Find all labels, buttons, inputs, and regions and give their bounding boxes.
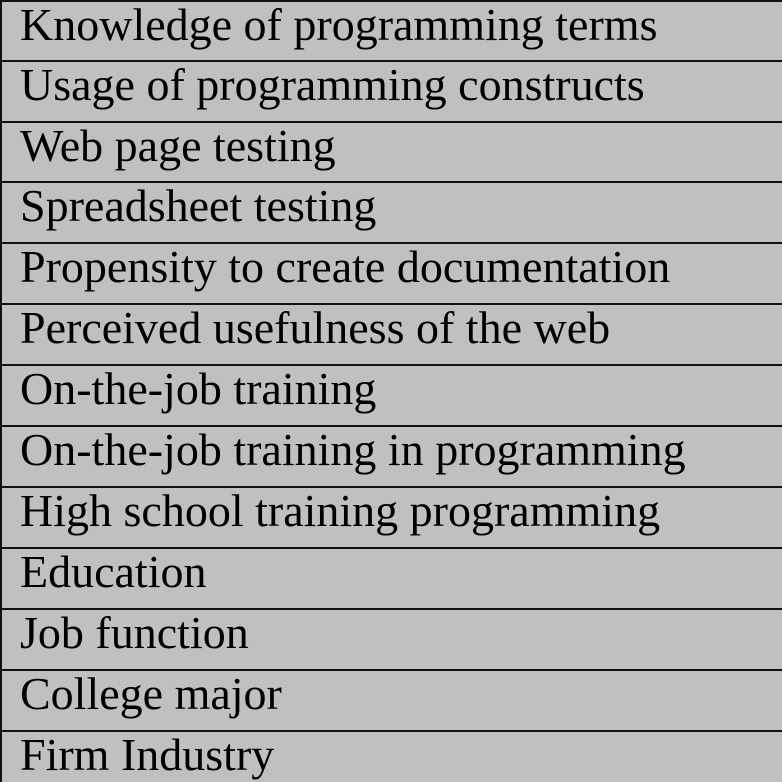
variable-label: High school training programming — [20, 485, 661, 536]
table-row: Usage of programming constructs — [2, 59, 782, 121]
variable-label: Propensity to create documentation — [20, 241, 671, 292]
variable-label: Spreadsheet testing — [20, 180, 377, 231]
variable-label: College major — [20, 668, 282, 719]
variable-label: Usage of programming constructs — [20, 59, 645, 110]
table-row: Knowledge of programming terms — [2, 0, 782, 61]
table-row: On-the-job training in programming — [2, 424, 782, 486]
variable-label: Perceived usefulness of the web — [20, 302, 611, 353]
table-row: Job function — [2, 607, 782, 669]
table-row: On-the-job training — [2, 363, 782, 425]
table-row: Education — [2, 546, 782, 608]
table-row: Propensity to create documentation — [2, 241, 782, 303]
variable-label: Education — [20, 546, 207, 597]
variable-label: Firm Industry — [20, 729, 275, 780]
table-row: College major — [2, 668, 782, 730]
variable-label: Web page testing — [20, 120, 336, 171]
variable-label: On-the-job training in programming — [20, 424, 686, 475]
table-row: Perceived usefulness of the web — [2, 302, 782, 364]
variable-label: Knowledge of programming terms — [20, 0, 658, 50]
table-row: Firm Industry — [2, 729, 782, 782]
variable-label: On-the-job training — [20, 363, 377, 414]
table-row: Web page testing — [2, 120, 782, 182]
variable-label: Job function — [20, 607, 249, 658]
table-row: High school training programming — [2, 485, 782, 547]
table-row: Spreadsheet testing — [2, 180, 782, 242]
